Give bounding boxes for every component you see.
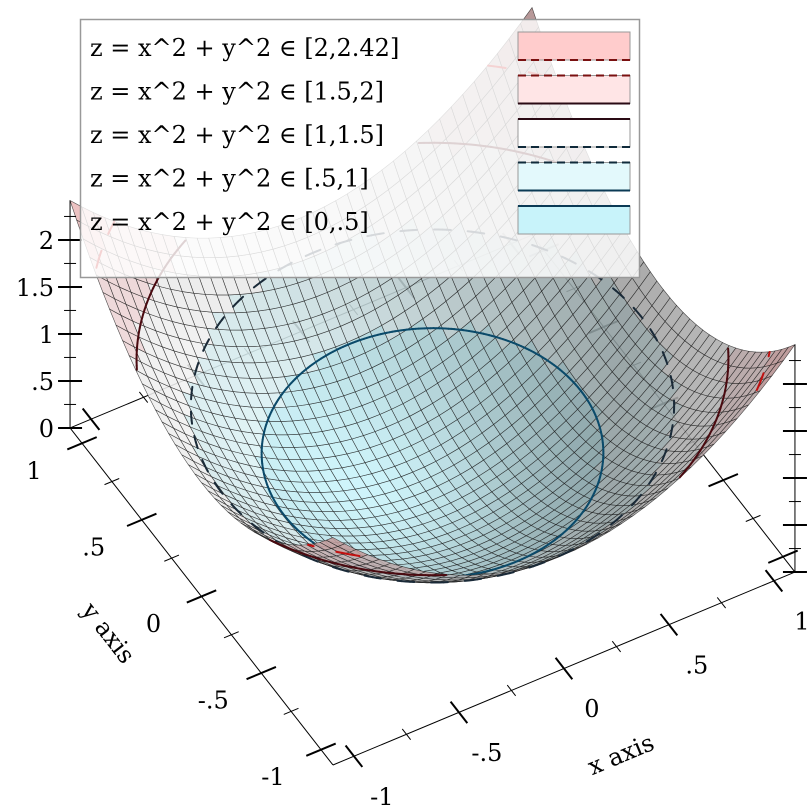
contour-line-1 — [202, 346, 206, 352]
contour-line-1 — [630, 501, 636, 507]
legend-swatch — [517, 31, 631, 61]
z-tick-label: 1 — [39, 321, 54, 349]
contour-line-1 — [620, 294, 625, 299]
contour-line-1.5 — [678, 473, 684, 479]
y-tick-label: 0 — [146, 610, 161, 638]
contour-line-1 — [313, 559, 319, 563]
x-axis-tick — [611, 640, 622, 653]
x-axis-title: x axis — [584, 728, 658, 780]
surface-patch — [325, 537, 346, 547]
y-axis-title: y axis — [75, 596, 140, 668]
y-tick-label: -1 — [261, 763, 284, 791]
z-tick-label: 1.5 — [16, 274, 54, 302]
surface-patch — [775, 343, 796, 364]
y-tick-label: -.5 — [198, 687, 229, 715]
legend-entry-label: z = x^2 + y^2 ∈ [1,1.5] — [90, 121, 384, 149]
contour-line-2 — [352, 554, 361, 557]
contour-line-1 — [343, 569, 350, 573]
contour-line-1 — [193, 370, 197, 376]
y-axis-back-tick — [767, 549, 799, 564]
x-axis-tick — [344, 744, 364, 768]
contour-line-1 — [610, 521, 615, 526]
x-axis-back-tick — [138, 391, 149, 403]
contour-line-1 — [195, 444, 199, 450]
z-tick-label: 0 — [39, 415, 54, 443]
y-axis-tick — [164, 554, 180, 562]
contour-line-1 — [585, 538, 591, 543]
contour-line-1 — [648, 480, 652, 485]
contour-line-2 — [767, 350, 771, 358]
contour-line-1 — [252, 284, 258, 289]
z-tick-label: 2 — [39, 227, 54, 255]
contour-line-1 — [232, 303, 237, 308]
legend-entry-label: z = x^2 + y^2 ∈ [.5,1] — [90, 165, 369, 193]
legend-swatch — [517, 118, 631, 148]
contour-line-1 — [214, 324, 219, 330]
legend-swatch — [517, 162, 631, 191]
y-axis-tick — [223, 631, 239, 639]
legend-entry-label: z = x^2 + y^2 ∈ [2,2.42] — [90, 34, 399, 62]
contour-line-1 — [237, 510, 243, 516]
x-axis-back-tick — [81, 407, 101, 431]
x-axis-tick — [764, 569, 784, 593]
y-axis-tick — [66, 436, 98, 451]
contour-line-1 — [558, 553, 564, 558]
contour-line-2 — [755, 384, 760, 392]
y-axis-tick — [246, 666, 277, 681]
legend-swatch — [517, 75, 631, 104]
contour-line-1 — [660, 457, 665, 463]
x-tick-label: .5 — [685, 651, 708, 679]
y-axis-tick — [126, 512, 157, 527]
x-axis-tick — [554, 657, 574, 680]
contour-line-1 — [205, 467, 209, 473]
legend-swatch — [517, 205, 631, 235]
z-tick-label: .5 — [31, 368, 54, 396]
y-tick-label: .5 — [82, 533, 105, 561]
contour-line-1 — [528, 565, 535, 569]
y-axis-back-tick — [745, 514, 761, 522]
y-tick-label: 1 — [26, 457, 41, 485]
x-axis-tick — [449, 701, 469, 724]
y-axis-tick — [104, 478, 120, 486]
x-axis-tick — [659, 613, 679, 637]
contour-line-1 — [639, 314, 644, 320]
legend-entry-label: z = x^2 + y^2 ∈ [1.5,2] — [90, 78, 384, 106]
legend: z = x^2 + y^2 ∈ [2,2.42] z = x^2 + y^2 ∈ … — [79, 18, 641, 279]
x-tick-label: -.5 — [471, 739, 502, 767]
contour-line-1 — [669, 433, 672, 439]
x-tick-label: 0 — [584, 695, 599, 723]
y-axis-back-tick — [708, 473, 739, 488]
contour-line-1 — [375, 576, 382, 580]
contour-line-2 — [307, 543, 315, 548]
contour-line-1 — [259, 529, 265, 534]
legend-entry-label: z = x^2 + y^2 ∈ [0,.5] — [90, 208, 369, 236]
contour-line-1 — [665, 359, 669, 365]
x-tick-label: -1 — [370, 783, 393, 811]
x-tick-label: 1 — [794, 607, 809, 635]
y-axis-tick — [305, 742, 337, 757]
x-axis-tick — [401, 728, 412, 740]
y-axis-tick — [186, 589, 217, 604]
y-axis-tick — [283, 707, 299, 715]
x-axis-tick — [506, 684, 517, 697]
contour-line-1 — [219, 490, 224, 495]
x-axis-tick — [716, 597, 727, 609]
contour-line-1 — [496, 574, 503, 577]
contour-line-1 — [654, 336, 659, 342]
